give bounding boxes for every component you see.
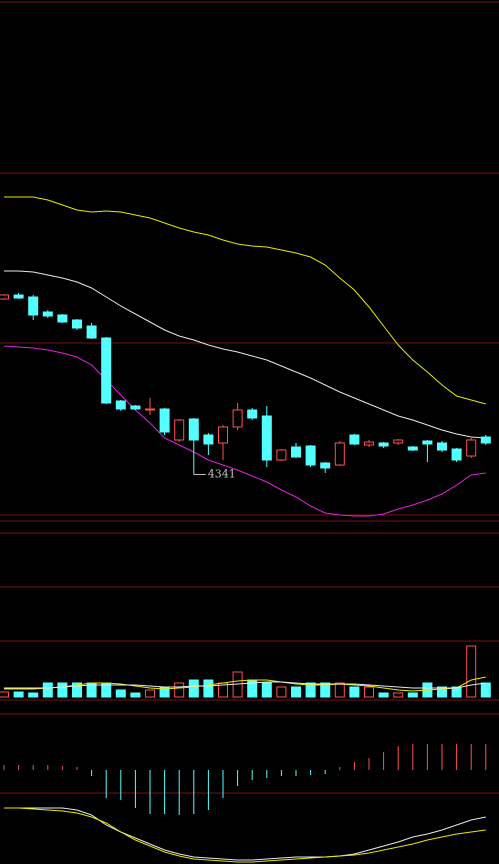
- volume-bar: [115, 689, 126, 698]
- candle-body: [145, 408, 155, 411]
- indicator-line: [4, 807, 486, 863]
- candle-body: [57, 314, 68, 323]
- indicator-line: [4, 807, 486, 861]
- candle-body: [437, 442, 447, 451]
- candle-body: [422, 440, 433, 445]
- volume-bar: [349, 686, 360, 698]
- volume-bar: [188, 679, 199, 698]
- volume-bar: [364, 686, 374, 698]
- candle-body: [407, 446, 418, 451]
- volume-bar: [291, 686, 301, 698]
- candle-body: [378, 442, 389, 447]
- candle-body: [203, 434, 214, 445]
- volume-bar: [42, 682, 53, 698]
- annotation: 4341: [208, 468, 236, 481]
- volume-bar: [393, 692, 404, 698]
- candle-body: [42, 311, 53, 317]
- volume-bar: [407, 692, 418, 698]
- candle-body: [130, 405, 141, 410]
- candle-body: [218, 426, 228, 444]
- candle-body: [72, 319, 82, 329]
- volume-bar: [28, 692, 39, 698]
- candle-body: [247, 409, 258, 419]
- candle-body: [174, 419, 185, 441]
- volume-bar: [320, 682, 331, 698]
- volume-bar: [0, 691, 9, 698]
- volume-bar: [334, 682, 345, 698]
- volume-bar: [261, 682, 272, 698]
- volume-bar: [57, 682, 68, 698]
- candle-body: [28, 296, 39, 316]
- indicator-line: [4, 196, 486, 405]
- volume-bar: [451, 686, 462, 698]
- candle-body: [115, 400, 126, 410]
- candle-body: [451, 448, 462, 461]
- candle-body: [480, 436, 491, 444]
- indicator-line: [3, 345, 486, 517]
- volume-bar: [130, 692, 141, 698]
- indicator-line: [4, 270, 486, 439]
- candle-body: [159, 408, 170, 433]
- candle-body: [276, 449, 287, 461]
- candle-body: [101, 337, 112, 404]
- indicator-line: [4, 676, 486, 692]
- candle-body: [13, 294, 24, 299]
- candle-body: [364, 441, 374, 446]
- volume-bar: [305, 682, 316, 698]
- volume-bar: [480, 682, 491, 698]
- candle-body: [393, 439, 404, 444]
- candle-body: [261, 415, 272, 461]
- candle-body: [291, 446, 301, 458]
- volume-bar: [72, 682, 82, 698]
- volume-bar: [276, 686, 287, 698]
- volume-bar: [174, 682, 185, 698]
- volume-bar: [437, 686, 447, 698]
- candle-body: [0, 294, 9, 300]
- indicator-line: [4, 681, 486, 689]
- candle-body: [466, 439, 477, 457]
- candle-body: [86, 325, 97, 339]
- candle-body: [349, 434, 360, 445]
- volume-bar: [203, 679, 214, 698]
- candle-body: [320, 462, 331, 469]
- candle-body: [188, 418, 199, 441]
- volume-bar: [378, 692, 389, 698]
- volume-bar: [466, 645, 477, 698]
- volume-bar: [145, 689, 155, 698]
- volume-bar: [13, 691, 24, 698]
- candle-body: [232, 409, 243, 428]
- candle-body: [305, 445, 316, 466]
- candle-body: [334, 442, 345, 466]
